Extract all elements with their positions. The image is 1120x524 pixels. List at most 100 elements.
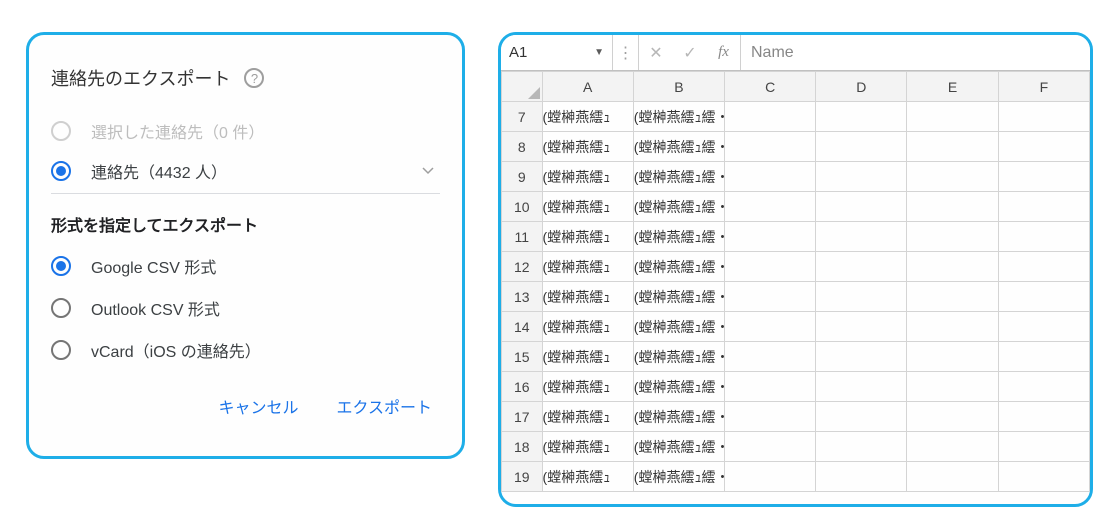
row-header[interactable]: 18: [502, 432, 543, 462]
cell[interactable]: (螳榊燕繧ｭ繧・: [633, 252, 724, 282]
cell[interactable]: [725, 342, 816, 372]
row-header[interactable]: 14: [502, 312, 543, 342]
cell[interactable]: [998, 372, 1089, 402]
radio-all-contacts[interactable]: 連絡先（4432 人）: [51, 159, 440, 194]
cell[interactable]: (螳榊燕繧ｭ繧・: [633, 342, 724, 372]
row-header[interactable]: 8: [502, 132, 543, 162]
row-header[interactable]: 17: [502, 402, 543, 432]
cell[interactable]: [725, 462, 816, 492]
cell[interactable]: (螳榊燕繧ｭ: [542, 252, 633, 282]
cell[interactable]: [998, 282, 1089, 312]
spreadsheet-grid[interactable]: A B C D E F 7(螳榊燕繧ｭ(螳榊燕繧ｭ繧・8(螳榊燕繧ｭ(螳榊燕繧ｭ…: [501, 71, 1090, 504]
row-header[interactable]: 19: [502, 462, 543, 492]
row-header[interactable]: 7: [502, 102, 543, 132]
cell[interactable]: [725, 192, 816, 222]
cell[interactable]: [907, 312, 998, 342]
cell[interactable]: (螳榊燕繧ｭ繧・: [633, 162, 724, 192]
cell[interactable]: (螳榊燕繧ｭ繧・: [633, 432, 724, 462]
cell[interactable]: (螳榊燕繧ｭ: [542, 132, 633, 162]
cell[interactable]: [725, 102, 816, 132]
cell[interactable]: (螳榊燕繧ｭ繧・: [633, 462, 724, 492]
cell[interactable]: [816, 372, 907, 402]
cell[interactable]: [725, 402, 816, 432]
cell[interactable]: [816, 282, 907, 312]
column-header[interactable]: B: [633, 72, 724, 102]
cell[interactable]: [725, 162, 816, 192]
cell[interactable]: [725, 252, 816, 282]
accept-formula-icon[interactable]: ✓: [673, 35, 707, 70]
cell[interactable]: [907, 402, 998, 432]
column-header[interactable]: C: [725, 72, 816, 102]
cell[interactable]: [816, 132, 907, 162]
cell[interactable]: [816, 312, 907, 342]
radio-google-csv[interactable]: Google CSV 形式: [51, 254, 440, 278]
cell[interactable]: [907, 222, 998, 252]
cell[interactable]: [998, 342, 1089, 372]
cell[interactable]: [907, 282, 998, 312]
cell[interactable]: [816, 192, 907, 222]
column-header[interactable]: D: [816, 72, 907, 102]
column-header[interactable]: E: [907, 72, 998, 102]
cell[interactable]: [907, 372, 998, 402]
row-header[interactable]: 13: [502, 282, 543, 312]
cell[interactable]: (螳榊燕繧ｭ: [542, 102, 633, 132]
cell[interactable]: (螳榊燕繧ｭ繧・: [633, 402, 724, 432]
row-header[interactable]: 9: [502, 162, 543, 192]
cell[interactable]: [907, 162, 998, 192]
fx-icon[interactable]: fx: [707, 35, 741, 70]
cell[interactable]: [907, 432, 998, 462]
cell[interactable]: [998, 222, 1089, 252]
cell[interactable]: [907, 462, 998, 492]
cell[interactable]: [998, 462, 1089, 492]
row-header[interactable]: 16: [502, 372, 543, 402]
export-button[interactable]: エクスポート: [336, 390, 432, 422]
cell[interactable]: [816, 462, 907, 492]
cell[interactable]: (螳榊燕繧ｭ: [542, 402, 633, 432]
cancel-formula-icon[interactable]: ✕: [639, 35, 673, 70]
cell[interactable]: [816, 402, 907, 432]
select-all-corner[interactable]: [502, 72, 543, 102]
cell[interactable]: (螳榊燕繧ｭ繧・: [633, 192, 724, 222]
cell[interactable]: [907, 132, 998, 162]
cell[interactable]: [725, 132, 816, 162]
row-header[interactable]: 15: [502, 342, 543, 372]
cell[interactable]: (螳榊燕繧ｭ繧・: [633, 132, 724, 162]
cell[interactable]: (螳榊燕繧ｭ: [542, 192, 633, 222]
help-icon[interactable]: ?: [244, 68, 264, 88]
cell[interactable]: (螳榊燕繧ｭ繧・: [633, 282, 724, 312]
column-header[interactable]: A: [542, 72, 633, 102]
cell[interactable]: [816, 342, 907, 372]
cell[interactable]: (螳榊燕繧ｭ繧・: [633, 372, 724, 402]
row-header[interactable]: 12: [502, 252, 543, 282]
radio-vcard[interactable]: vCard（iOS の連絡先）: [51, 338, 440, 362]
cell[interactable]: [725, 222, 816, 252]
cell[interactable]: [998, 132, 1089, 162]
cancel-button[interactable]: キャンセル: [218, 390, 298, 422]
cell[interactable]: (螳榊燕繧ｭ: [542, 462, 633, 492]
cell[interactable]: [907, 102, 998, 132]
cell[interactable]: (螳榊燕繧ｭ繧・: [633, 222, 724, 252]
cell[interactable]: (螳榊燕繧ｭ: [542, 342, 633, 372]
cell[interactable]: (螳榊燕繧ｭ: [542, 432, 633, 462]
cell[interactable]: [998, 312, 1089, 342]
cell[interactable]: (螳榊燕繧ｭ繧・: [633, 102, 724, 132]
cell[interactable]: (螳榊燕繧ｭ: [542, 312, 633, 342]
cell[interactable]: [816, 222, 907, 252]
cell[interactable]: [816, 162, 907, 192]
cell[interactable]: [907, 192, 998, 222]
chevron-down-icon[interactable]: ▼: [594, 47, 604, 58]
cell[interactable]: [998, 432, 1089, 462]
row-header[interactable]: 11: [502, 222, 543, 252]
cell[interactable]: [725, 282, 816, 312]
cell[interactable]: [998, 162, 1089, 192]
cell[interactable]: [998, 402, 1089, 432]
cell[interactable]: (螳榊燕繧ｭ: [542, 372, 633, 402]
cell[interactable]: [725, 372, 816, 402]
cell[interactable]: [998, 252, 1089, 282]
chevron-down-icon[interactable]: [422, 162, 434, 180]
cell[interactable]: [725, 312, 816, 342]
formula-input[interactable]: Name: [741, 44, 1090, 62]
cell[interactable]: [907, 252, 998, 282]
cell[interactable]: [998, 102, 1089, 132]
row-header[interactable]: 10: [502, 192, 543, 222]
